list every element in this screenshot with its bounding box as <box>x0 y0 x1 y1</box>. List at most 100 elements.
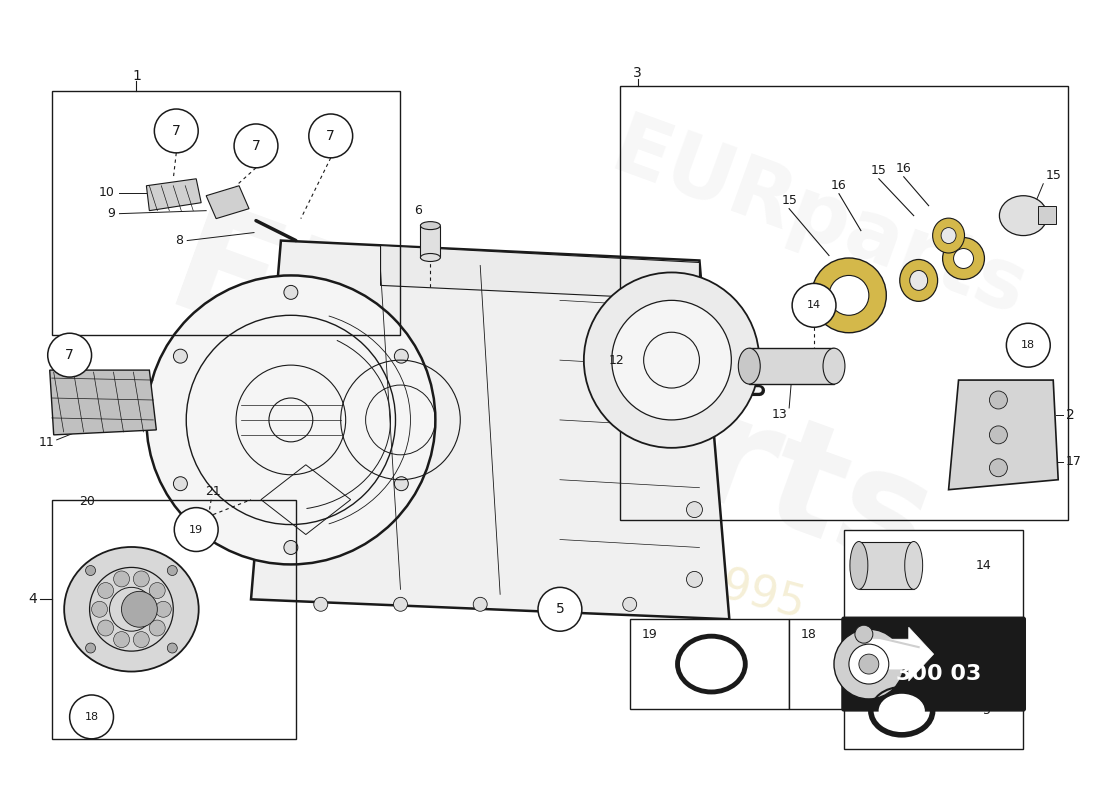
Bar <box>749 348 834 384</box>
Text: 13: 13 <box>771 409 786 422</box>
Text: 19: 19 <box>189 525 204 534</box>
Bar <box>789 619 948 709</box>
Text: 7: 7 <box>252 139 261 153</box>
Text: 15: 15 <box>871 164 887 178</box>
Text: 7: 7 <box>983 633 991 646</box>
Circle shape <box>989 458 1008 477</box>
Text: 16: 16 <box>832 179 847 192</box>
Polygon shape <box>146 178 201 210</box>
Ellipse shape <box>823 348 845 384</box>
Circle shape <box>69 695 113 739</box>
Text: EURparts: EURparts <box>601 108 1037 333</box>
Bar <box>859 542 914 590</box>
Text: 18: 18 <box>85 712 99 722</box>
Text: 5: 5 <box>556 602 564 616</box>
Text: 20: 20 <box>78 495 95 508</box>
Ellipse shape <box>954 249 974 269</box>
Circle shape <box>553 598 566 611</box>
Text: 3: 3 <box>634 66 642 80</box>
Circle shape <box>234 124 278 168</box>
Circle shape <box>1006 323 1050 367</box>
Circle shape <box>623 598 637 611</box>
Ellipse shape <box>738 348 760 384</box>
Text: 5: 5 <box>983 705 991 718</box>
Ellipse shape <box>812 258 887 333</box>
Bar <box>629 619 789 709</box>
Ellipse shape <box>1000 196 1047 235</box>
Text: 18: 18 <box>1021 340 1035 350</box>
Polygon shape <box>381 246 700 300</box>
Text: 6: 6 <box>415 204 422 217</box>
Circle shape <box>394 598 407 611</box>
Circle shape <box>174 349 187 363</box>
Ellipse shape <box>910 270 927 290</box>
Ellipse shape <box>933 218 965 253</box>
Circle shape <box>154 109 198 153</box>
Text: EURparts: EURparts <box>150 194 950 606</box>
Circle shape <box>47 334 91 377</box>
Text: 7: 7 <box>65 348 74 362</box>
Circle shape <box>989 426 1008 444</box>
Circle shape <box>686 502 703 518</box>
Bar <box>420 226 440 258</box>
Circle shape <box>395 349 408 363</box>
Circle shape <box>284 286 298 299</box>
Circle shape <box>686 342 703 358</box>
Text: 17: 17 <box>1066 455 1082 468</box>
Ellipse shape <box>420 222 440 230</box>
FancyBboxPatch shape <box>842 618 1025 711</box>
Text: 7: 7 <box>172 124 180 138</box>
Circle shape <box>686 422 703 438</box>
Ellipse shape <box>879 694 924 727</box>
Circle shape <box>473 598 487 611</box>
Circle shape <box>792 283 836 327</box>
Text: 2: 2 <box>1066 408 1075 422</box>
Circle shape <box>174 477 187 490</box>
Circle shape <box>686 571 703 587</box>
Bar <box>52 91 400 335</box>
Circle shape <box>686 278 703 294</box>
Text: 14: 14 <box>807 300 821 310</box>
Text: 1: 1 <box>132 69 141 83</box>
Ellipse shape <box>64 547 199 671</box>
Text: 4: 4 <box>28 592 36 606</box>
Text: 12: 12 <box>609 354 625 366</box>
Circle shape <box>834 630 904 699</box>
Circle shape <box>155 602 172 618</box>
Circle shape <box>855 626 872 643</box>
Text: 8: 8 <box>175 234 184 247</box>
Circle shape <box>121 591 157 627</box>
Bar <box>52 500 296 739</box>
Circle shape <box>989 391 1008 409</box>
Polygon shape <box>948 380 1058 490</box>
Text: 18: 18 <box>801 628 817 641</box>
Text: 19: 19 <box>641 628 658 641</box>
Circle shape <box>174 508 218 551</box>
Ellipse shape <box>829 275 869 315</box>
Polygon shape <box>50 370 156 435</box>
Text: 7: 7 <box>327 129 336 143</box>
Circle shape <box>314 598 328 611</box>
Circle shape <box>150 620 165 636</box>
Ellipse shape <box>850 542 868 590</box>
Ellipse shape <box>900 259 937 302</box>
Text: 14: 14 <box>976 559 991 572</box>
Text: 21: 21 <box>206 485 221 498</box>
Circle shape <box>395 477 408 490</box>
Circle shape <box>309 114 353 158</box>
Circle shape <box>150 582 165 598</box>
Circle shape <box>167 643 177 653</box>
Circle shape <box>133 571 150 587</box>
Text: 9: 9 <box>108 207 115 220</box>
Text: 10: 10 <box>99 186 114 199</box>
Text: 16: 16 <box>895 162 912 175</box>
Polygon shape <box>251 241 729 619</box>
Circle shape <box>284 541 298 554</box>
Circle shape <box>133 632 150 647</box>
Ellipse shape <box>420 254 440 262</box>
Circle shape <box>98 582 113 598</box>
Ellipse shape <box>943 238 984 279</box>
Circle shape <box>113 571 130 587</box>
Text: 15: 15 <box>1045 170 1062 182</box>
Bar <box>1038 206 1056 224</box>
